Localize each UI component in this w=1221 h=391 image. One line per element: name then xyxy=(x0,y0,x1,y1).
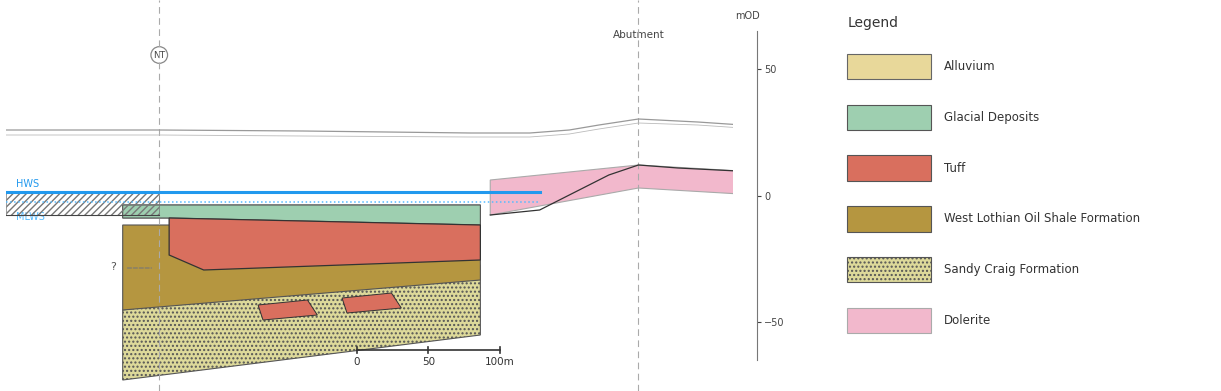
Text: HWS: HWS xyxy=(16,179,39,189)
Text: Sandy Craig Formation: Sandy Craig Formation xyxy=(944,263,1079,276)
Polygon shape xyxy=(491,165,757,215)
Text: MLWS: MLWS xyxy=(16,212,45,222)
Text: mOD: mOD xyxy=(735,11,759,22)
Polygon shape xyxy=(342,293,402,313)
Text: 50: 50 xyxy=(422,357,435,367)
Text: Dolerite: Dolerite xyxy=(944,314,991,327)
Bar xyxy=(847,206,930,231)
Text: Tuff: Tuff xyxy=(944,161,966,175)
Polygon shape xyxy=(122,205,480,225)
Polygon shape xyxy=(258,300,317,320)
Polygon shape xyxy=(170,218,480,270)
Bar xyxy=(847,104,930,130)
Polygon shape xyxy=(122,205,480,225)
Text: Legend: Legend xyxy=(847,16,899,30)
Text: NT: NT xyxy=(153,50,165,59)
Bar xyxy=(847,257,930,282)
Bar xyxy=(847,308,930,333)
Bar xyxy=(847,155,930,181)
Text: 0: 0 xyxy=(354,357,360,367)
Polygon shape xyxy=(122,265,480,380)
Polygon shape xyxy=(122,225,480,310)
Text: 100m: 100m xyxy=(485,357,515,367)
Bar xyxy=(847,54,930,79)
Text: West Lothian Oil Shale Formation: West Lothian Oil Shale Formation xyxy=(944,212,1140,226)
Text: Abutment: Abutment xyxy=(613,30,664,40)
Text: ?: ? xyxy=(110,262,116,272)
Text: Alluvium: Alluvium xyxy=(944,60,995,73)
Text: Glacial Deposits: Glacial Deposits xyxy=(944,111,1039,124)
